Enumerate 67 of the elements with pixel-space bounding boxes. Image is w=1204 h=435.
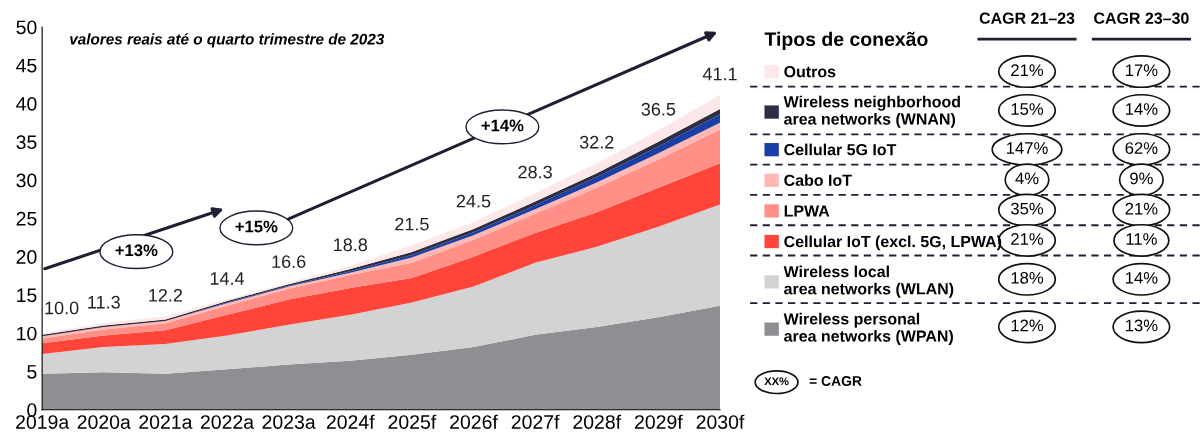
total-label: 11.3 — [88, 295, 120, 309]
legend-label: Cabo IoT — [784, 174, 852, 186]
legend-label: Wireless neighborhood area networks (WNAN) — [783, 95, 960, 128]
annotation: valores reais até o quarto trimestre de 2023 — [70, 33, 385, 48]
y-tick-label: 0 — [27, 403, 37, 418]
y-tick-label: 35 — [16, 135, 37, 150]
total-label: 32.2 — [579, 135, 614, 149]
total-label: 28.3 — [518, 165, 552, 179]
annotation: +13% — [115, 244, 158, 257]
text: 11% — [1126, 233, 1157, 245]
text: CAGR 23–30 — [1094, 12, 1189, 24]
text: XX% — [764, 377, 789, 386]
legend-label: Cellular 5G IoT — [784, 143, 897, 156]
total-label: 12.2 — [149, 288, 183, 302]
text: 17% — [1125, 64, 1158, 76]
text: 21% — [1011, 64, 1044, 76]
legend-label: Wireless personal area networks (WPAN) — [783, 312, 953, 345]
legend-label: Outros — [784, 66, 836, 78]
x-tick-label: 2023a — [262, 415, 316, 429]
y-tick-label: 45 — [16, 58, 37, 73]
x-tick-label: 2021a — [139, 415, 193, 429]
text: 21% — [1011, 233, 1044, 245]
total-label: 24.5 — [456, 194, 491, 208]
total-label: 41.1 — [702, 67, 737, 81]
text: = CAGR — [809, 376, 862, 386]
x-tick-label: 2024f — [326, 414, 375, 429]
text: 62% — [1125, 142, 1158, 154]
text: 35% — [1010, 202, 1044, 215]
text: 18% — [1011, 271, 1044, 284]
text: 4% — [1015, 172, 1039, 185]
x-tick-label: 2028f — [573, 414, 622, 429]
y-tick-label: 20 — [16, 250, 37, 264]
text: 21% — [1125, 202, 1158, 215]
x-tick-label: 2022a — [200, 415, 255, 429]
y-tick-label: 25 — [16, 211, 37, 226]
legend-label: Wireless local area networks (WLAN) — [783, 265, 954, 298]
total-label: 14.4 — [210, 272, 245, 285]
text: 13% — [1125, 319, 1158, 332]
total-label: 16.6 — [272, 255, 306, 268]
total-label: 10.0 — [45, 301, 79, 315]
x-tick-label: 2026f — [450, 414, 498, 429]
legend-label: LPWA — [784, 205, 830, 217]
x-tick-label: 2019a — [16, 415, 70, 429]
text: CAGR 21–23 — [979, 12, 1075, 24]
text: 147% — [1006, 142, 1048, 154]
x-tick-label: 2030f — [696, 414, 745, 429]
legend-title: Tipos de conexão — [764, 31, 928, 50]
x-tick-label: 2025f — [388, 414, 437, 429]
total-label: 21.5 — [395, 217, 429, 231]
x-tick-label: 2029f — [635, 414, 683, 429]
y-tick-label: 30 — [16, 173, 37, 188]
text: 12% — [1011, 319, 1044, 332]
x-tick-label: 2020a — [77, 415, 131, 429]
total-label: 18.8 — [334, 238, 368, 252]
y-tick-label: 40 — [16, 97, 37, 111]
y-tick-label: 50 — [16, 20, 37, 35]
text: 14% — [1125, 103, 1158, 115]
total-label: 36.5 — [641, 102, 676, 116]
x-tick-label: 2027f — [511, 414, 560, 429]
text: 9% — [1130, 172, 1153, 185]
annotation: +15% — [235, 220, 278, 233]
text: 15% — [1011, 103, 1044, 115]
y-tick-label: 5 — [27, 365, 37, 379]
y-tick-label: 10 — [17, 326, 37, 341]
y-tick-label: 15 — [17, 288, 37, 303]
text: 14% — [1125, 272, 1158, 284]
annotation: +14% — [481, 119, 524, 132]
